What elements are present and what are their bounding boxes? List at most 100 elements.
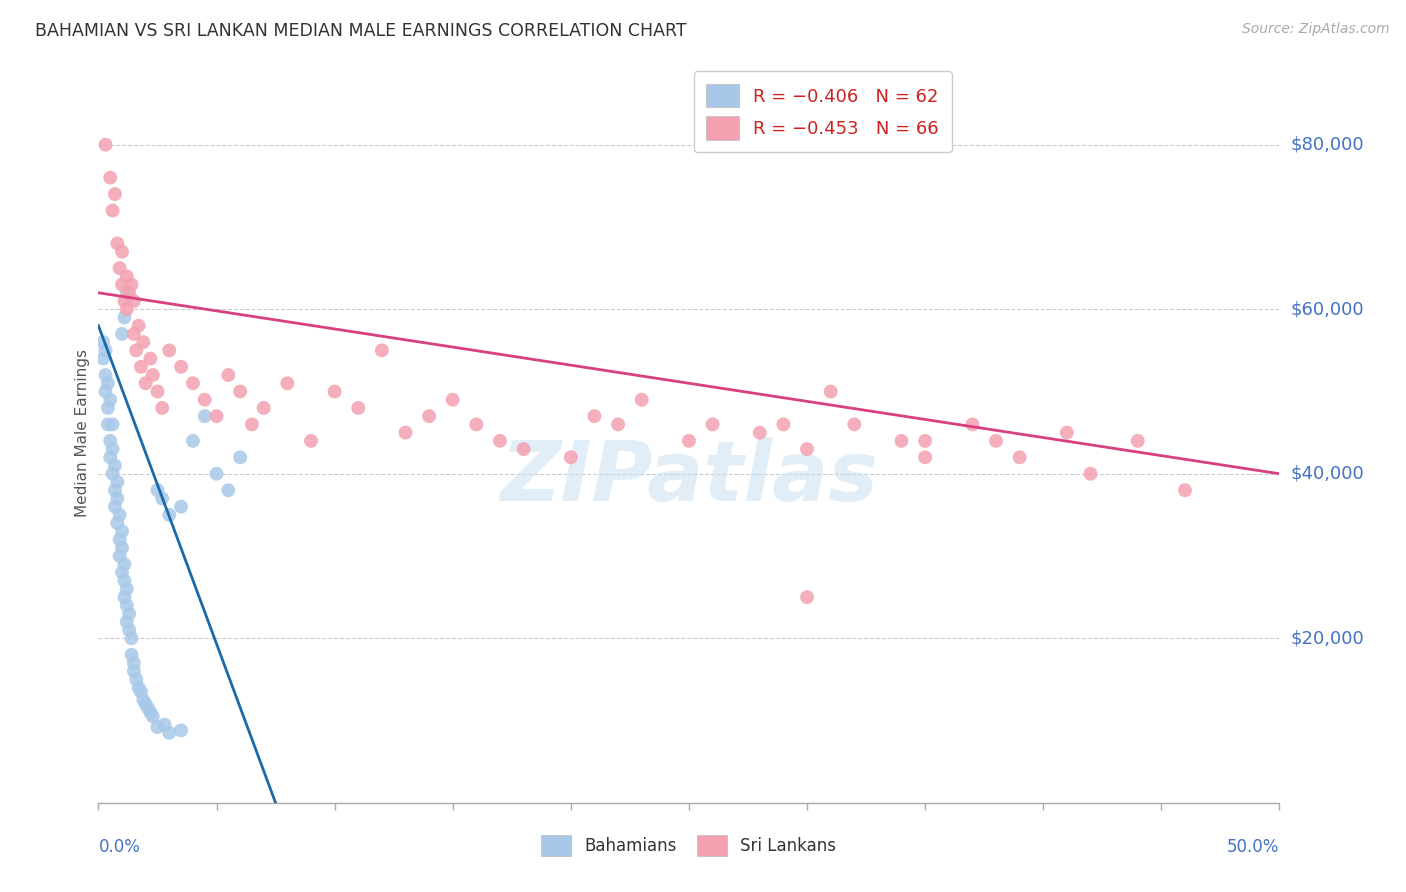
- Text: ZIPatlas: ZIPatlas: [501, 436, 877, 517]
- Point: [1008, 450, 1031, 465]
- Point: [118, 607, 141, 621]
- Point: [512, 442, 534, 456]
- Y-axis label: Median Male Earnings: Median Male Earnings: [75, 349, 90, 516]
- Point: [112, 590, 135, 604]
- Point: [97, 401, 120, 415]
- Point: [796, 442, 818, 456]
- Point: [112, 310, 135, 325]
- Point: [111, 524, 134, 539]
- Point: [105, 236, 128, 251]
- Point: [112, 293, 135, 308]
- Point: [142, 368, 165, 382]
- Point: [98, 170, 121, 185]
- Point: [1080, 467, 1102, 481]
- Point: [347, 401, 370, 415]
- Point: [101, 467, 124, 481]
- Point: [111, 277, 134, 292]
- Point: [820, 384, 842, 399]
- Point: [135, 697, 157, 711]
- Point: [98, 434, 121, 448]
- Point: [111, 244, 134, 259]
- Point: [150, 401, 173, 415]
- Point: [121, 648, 143, 662]
- Point: [115, 582, 138, 596]
- Point: [104, 483, 127, 498]
- Point: [132, 335, 155, 350]
- Point: [118, 623, 141, 637]
- Point: [772, 417, 794, 432]
- Point: [748, 425, 770, 440]
- Point: [94, 384, 117, 399]
- Point: [153, 717, 176, 731]
- Point: [229, 384, 252, 399]
- Point: [142, 709, 165, 723]
- Point: [394, 425, 416, 440]
- Point: [702, 417, 724, 432]
- Point: [105, 516, 128, 530]
- Point: [630, 392, 652, 407]
- Point: [157, 508, 180, 522]
- Point: [111, 566, 134, 580]
- Point: [796, 590, 818, 604]
- Point: [299, 434, 322, 448]
- Point: [181, 434, 204, 448]
- Point: [181, 376, 204, 391]
- Point: [607, 417, 630, 432]
- Point: [465, 417, 488, 432]
- Text: $80,000: $80,000: [1291, 136, 1364, 153]
- Point: [98, 392, 121, 407]
- Point: [91, 335, 114, 350]
- Point: [1174, 483, 1197, 498]
- Point: [1056, 425, 1078, 440]
- Point: [323, 384, 346, 399]
- Point: [129, 685, 152, 699]
- Text: 0.0%: 0.0%: [98, 838, 141, 856]
- Point: [157, 343, 180, 358]
- Point: [108, 533, 131, 547]
- Text: 50.0%: 50.0%: [1227, 838, 1279, 856]
- Point: [441, 392, 464, 407]
- Point: [122, 326, 145, 341]
- Point: [101, 203, 124, 218]
- Text: $20,000: $20,000: [1291, 629, 1364, 648]
- Point: [125, 343, 148, 358]
- Point: [122, 293, 145, 308]
- Point: [115, 615, 138, 629]
- Text: $40,000: $40,000: [1291, 465, 1364, 483]
- Point: [890, 434, 912, 448]
- Point: [91, 351, 114, 366]
- Point: [111, 326, 134, 341]
- Point: [240, 417, 263, 432]
- Point: [194, 392, 217, 407]
- Point: [371, 343, 394, 358]
- Point: [101, 442, 124, 456]
- Point: [139, 706, 162, 720]
- Text: Source: ZipAtlas.com: Source: ZipAtlas.com: [1241, 22, 1389, 37]
- Point: [115, 285, 138, 300]
- Point: [121, 632, 143, 646]
- Point: [560, 450, 582, 465]
- Point: [253, 401, 276, 415]
- Point: [111, 541, 134, 555]
- Point: [170, 723, 193, 738]
- Point: [112, 558, 135, 572]
- Point: [1126, 434, 1149, 448]
- Point: [128, 318, 150, 333]
- Point: [205, 467, 228, 481]
- Point: [276, 376, 298, 391]
- Point: [135, 376, 157, 391]
- Point: [108, 549, 131, 563]
- Point: [962, 417, 984, 432]
- Point: [104, 187, 127, 202]
- Point: [129, 359, 152, 374]
- Point: [150, 491, 173, 506]
- Point: [121, 277, 143, 292]
- Point: [136, 701, 159, 715]
- Point: [194, 409, 217, 424]
- Point: [128, 681, 150, 695]
- Point: [104, 500, 127, 514]
- Point: [139, 351, 162, 366]
- Point: [914, 434, 936, 448]
- Point: [229, 450, 252, 465]
- Point: [489, 434, 512, 448]
